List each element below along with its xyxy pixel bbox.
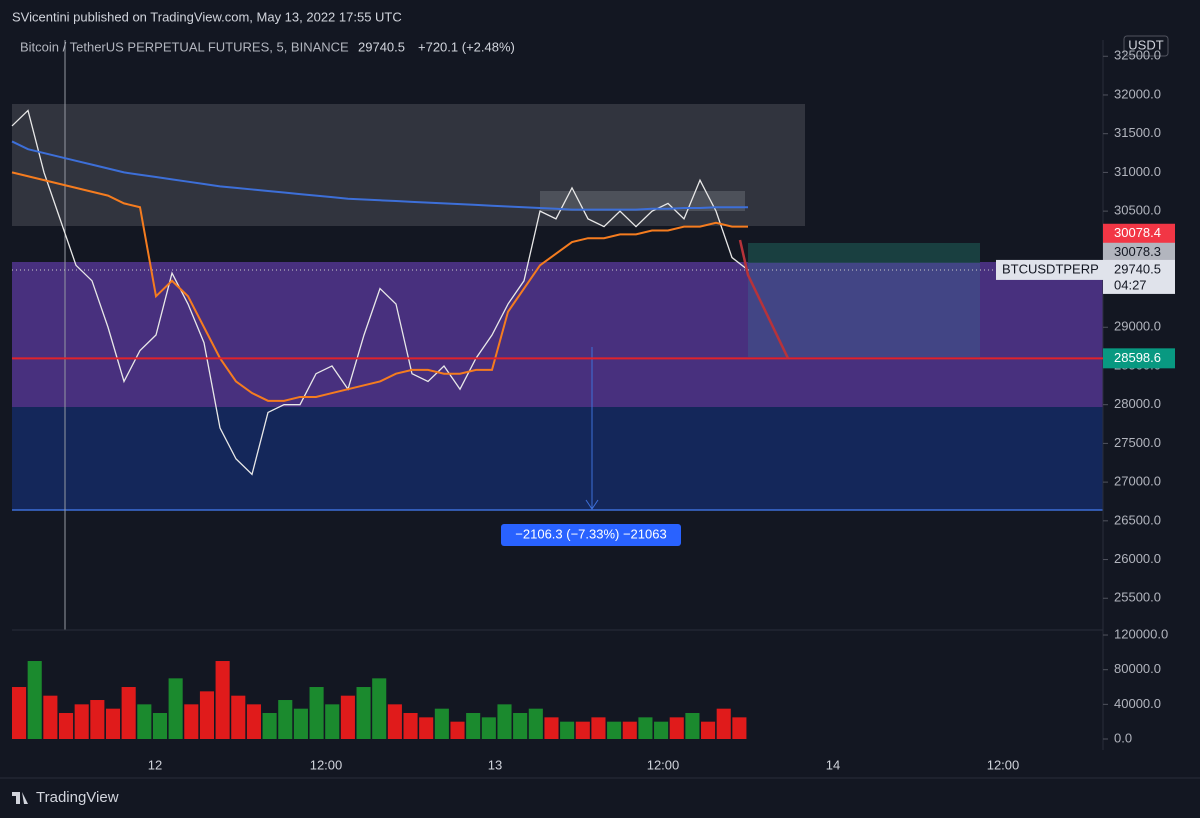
last-symbol: BTCUSDTPERP: [1002, 261, 1099, 276]
volume-tick-label: 80000.0: [1114, 661, 1161, 676]
publisher: SVicentini published on TradingView.com,…: [12, 9, 402, 24]
symbol: Bitcoin / TetherUS PERPETUAL FUTURES, 5,…: [20, 39, 349, 54]
volume-bar: [340, 695, 355, 739]
volume-bar: [152, 713, 168, 739]
countdown: 04:27: [1114, 277, 1147, 292]
y-tick-label: 26000.0: [1114, 551, 1161, 566]
volume-bar: [12, 687, 27, 739]
change: +720.1 (+2.48%): [418, 39, 515, 54]
volume-bar: [58, 713, 74, 739]
volume-bar: [513, 713, 528, 739]
volume-bar: [607, 721, 622, 739]
y-tick-label: 27500.0: [1114, 435, 1161, 450]
x-tick-label: 12:00: [647, 757, 680, 772]
volume-bar: [638, 717, 653, 739]
volume-bar: [701, 721, 716, 739]
volume-bar: [74, 704, 89, 739]
currency[interactable]: USDT: [1128, 37, 1163, 52]
volume-bar: [231, 695, 246, 739]
blue-zone: [12, 407, 1103, 510]
level-label-box: [1103, 348, 1175, 369]
measure-arrow: [585, 499, 599, 510]
volume-bar: [325, 704, 340, 739]
series-line: [11, 171, 748, 402]
volume-bar: [137, 704, 152, 739]
volume-bar: [685, 713, 700, 739]
volume-bar: [215, 661, 230, 739]
volume-bar: [622, 721, 637, 739]
volume-bar: [356, 687, 371, 739]
volume-bar: [654, 721, 669, 739]
volume-bar: [262, 713, 277, 739]
volume-bar: [309, 687, 324, 739]
y-tick-label: 28000.0: [1114, 396, 1161, 411]
x-tick-label: 12:00: [310, 757, 343, 772]
volume-bar: [419, 717, 434, 739]
volume-bar: [591, 717, 606, 739]
x-tick-label: 12: [148, 757, 162, 772]
volume-bar: [199, 691, 215, 739]
volume-bar: [105, 708, 121, 739]
volume-bar: [121, 687, 136, 739]
y-tick-label: 25500.0: [1114, 590, 1161, 605]
measure-label: −2106.3 (−7.33%) −21063: [515, 526, 666, 541]
volume-bar: [544, 717, 559, 739]
series-line: [11, 109, 749, 476]
volume-bar: [387, 704, 402, 739]
level-label: 28598.6: [1114, 350, 1161, 365]
volume-tick-label: 120000.0: [1114, 626, 1168, 641]
target-box: [748, 243, 980, 263]
volume-bar: [528, 708, 543, 739]
volume-bar: [481, 717, 496, 739]
last: 29740.5: [358, 39, 405, 54]
y-tick-label: 32000.0: [1114, 86, 1161, 101]
measure-box: [501, 524, 681, 546]
volume-bar: [278, 700, 293, 739]
volume-bar: [560, 721, 575, 739]
price-label: 30078.4: [1114, 225, 1161, 240]
last-price-box: [1103, 259, 1175, 294]
volume-bar: [246, 704, 261, 739]
currency-box[interactable]: [1123, 35, 1169, 57]
series-line: [11, 140, 748, 211]
volume-bar: [450, 721, 465, 739]
volume-bar: [43, 695, 58, 739]
brand: TradingView: [36, 789, 119, 806]
price-label-box: [1103, 223, 1175, 244]
volume-bar: [669, 717, 684, 739]
x-tick-label: 14: [826, 757, 840, 772]
y-tick-label: 29000.0: [1114, 319, 1161, 334]
symbol-box: [996, 259, 1103, 280]
volume-tick-label: 40000.0: [1114, 696, 1161, 711]
volume-bar: [466, 713, 481, 739]
y-tick-label: 30500.0: [1114, 203, 1161, 218]
volume-bar: [434, 708, 449, 739]
y-tick-label: 32500.0: [1114, 48, 1161, 63]
price-label: 30078.3: [1114, 244, 1161, 259]
volume-bar: [497, 704, 512, 739]
brand-logo: [12, 792, 28, 804]
last-price: 29740.5: [1114, 261, 1161, 276]
x-tick-label: 12:00: [987, 757, 1020, 772]
volume-bar: [168, 678, 183, 739]
volume-bar: [403, 713, 418, 739]
y-tick-label: 31500.0: [1114, 125, 1161, 140]
volume-bar: [293, 708, 308, 739]
x-tick-label: 13: [488, 757, 502, 772]
volume-tick-label: 0.0: [1114, 730, 1132, 745]
projection: [738, 239, 790, 359]
volume-bar: [27, 661, 42, 739]
y-tick-label: 27000.0: [1114, 474, 1161, 489]
volume-bar: [716, 708, 731, 739]
y-tick-label: 31000.0: [1114, 164, 1161, 179]
stop-box: [748, 263, 980, 357]
volume-bar: [575, 721, 590, 739]
volume-bar: [90, 700, 105, 739]
volume-bar: [372, 678, 387, 739]
volume-bar: [732, 717, 747, 739]
price-label-box: [1103, 242, 1175, 263]
volume-bar: [184, 704, 199, 739]
y-tick-label: 26500.0: [1114, 512, 1161, 527]
